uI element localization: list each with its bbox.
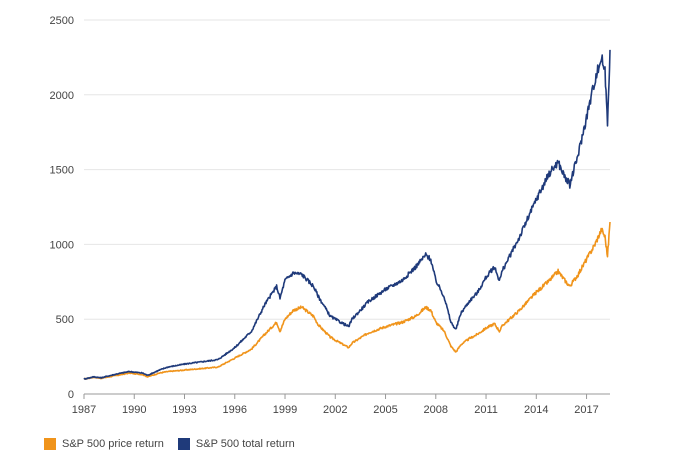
- x-tick-label: 1996: [223, 404, 247, 416]
- x-tick-label: 1993: [172, 404, 196, 416]
- legend-item-price-return: S&P 500 price return: [44, 438, 164, 450]
- legend-swatch-total-return: [177, 438, 190, 450]
- y-tick-label: 1500: [50, 165, 74, 177]
- x-tick-label: 2008: [424, 404, 448, 416]
- x-axis: 1987 1990 1993 1996 1999 2002 2005 2008 2011 2014…: [72, 393, 610, 416]
- x-tick-label: 1987: [72, 404, 96, 416]
- y-tick-label: 500: [56, 314, 74, 326]
- x-tick-label: 2011: [474, 404, 498, 416]
- legend-item-total-return: S&P 500 total return: [177, 438, 295, 450]
- legend-label-total-return: S&P 500 total return: [195, 438, 295, 450]
- x-tick-label: 2005: [373, 404, 397, 416]
- y-axis: 0 500 1000 1500 2000 2500: [50, 15, 74, 401]
- line-chart: 0 500 1000 1500 2000 2500 1987 1990 1993 1996 199…: [50, 15, 611, 416]
- x-tick-label: 2014: [524, 404, 548, 416]
- series-line-total-return: [83, 49, 611, 380]
- series-line-price-return: [83, 221, 611, 380]
- y-tick-label: 0: [68, 389, 74, 401]
- x-tick-label: 1999: [273, 404, 297, 416]
- y-tick-label: 2500: [50, 15, 74, 27]
- x-tick-label: 2017: [574, 404, 598, 416]
- legend-swatch-price-return: [44, 438, 56, 450]
- legend: S&P 500 price return S&P 500 total retur…: [44, 438, 309, 450]
- y-tick-label: 2000: [50, 90, 74, 102]
- grid-lines: [84, 19, 610, 320]
- x-tick-label: 2002: [323, 404, 347, 416]
- legend-label-price-return: S&P 500 price return: [62, 438, 164, 450]
- x-tick-label: 1990: [122, 404, 146, 416]
- y-tick-label: 1000: [50, 239, 74, 251]
- series-lines: [83, 49, 611, 380]
